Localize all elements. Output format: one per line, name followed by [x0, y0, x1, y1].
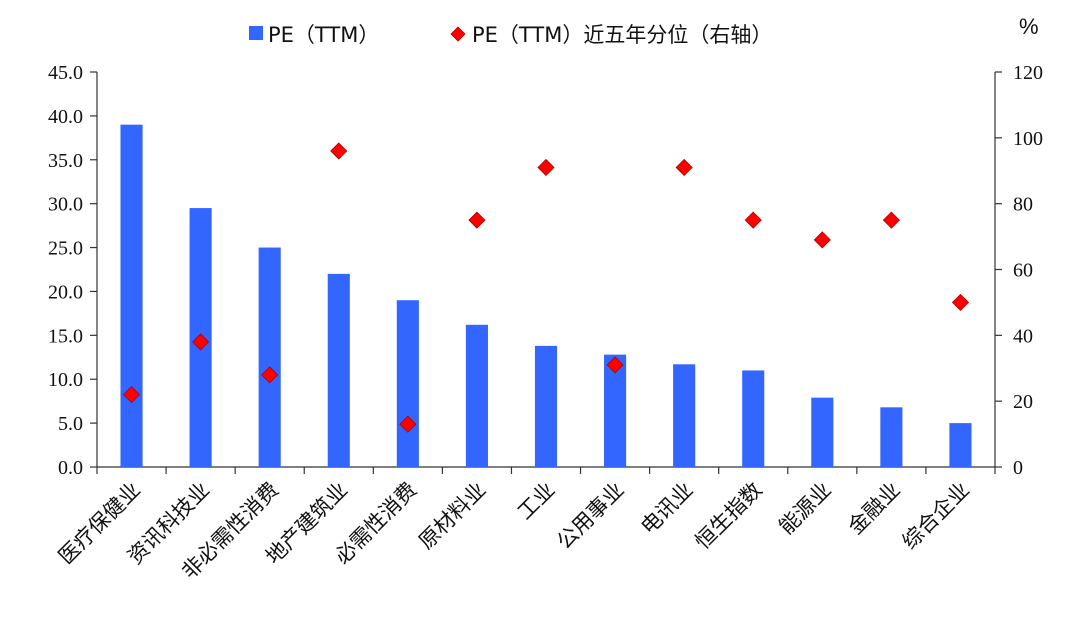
percentile-marker	[399, 415, 417, 433]
left-axis-tick-label: 45.0	[48, 62, 83, 84]
percentile-marker	[813, 231, 831, 249]
left-axis-tick-label: 25.0	[48, 238, 83, 260]
legend-diamond-label: PE（TTM）近五年分位（右轴）	[472, 23, 772, 47]
category-label: 能源业	[774, 478, 836, 540]
percentile-marker	[675, 158, 693, 177]
category-label: 综合企业	[898, 478, 974, 554]
percentile-series	[122, 142, 970, 433]
bar	[742, 370, 765, 467]
percentile-marker	[537, 158, 555, 177]
left-axis-tick-label: 10.0	[48, 369, 83, 391]
left-axis-tick-label: 5.0	[58, 413, 83, 435]
bar	[258, 247, 281, 467]
left-axis-tick-label: 40.0	[48, 106, 83, 128]
category-label: 恒生指数	[690, 478, 766, 554]
bar	[604, 354, 627, 467]
legend: PE（TTM） PE（TTM）近五年分位（右轴）	[249, 23, 772, 47]
bar	[120, 124, 143, 468]
right-axis-unit: %	[1019, 14, 1039, 39]
bar	[534, 345, 558, 467]
percentile-marker	[882, 211, 900, 229]
bar	[811, 397, 834, 467]
legend-bar-swatch	[249, 26, 263, 40]
category-label: 原材料业	[414, 478, 490, 554]
right-axis-tick-label: 60	[1013, 260, 1033, 282]
bar	[880, 407, 903, 467]
right-axis-tick-label: 40	[1013, 325, 1033, 347]
right-axis-tick-label: 100	[1013, 128, 1043, 150]
axes: 0.0 5.0 10.0 15.0 20.0 25.0 30.0 35.0 40.0 45.0 0 2…	[48, 62, 1043, 479]
legend-diamond-marker	[450, 26, 466, 42]
left-axis-tick-label: 0.0	[58, 457, 83, 479]
percentile-marker	[330, 142, 348, 160]
category-label: 公用事业	[552, 478, 628, 554]
bar	[327, 273, 350, 467]
right-axis-tick-label: 120	[1013, 62, 1043, 84]
percentile-marker	[744, 211, 762, 229]
bar	[465, 324, 488, 467]
right-axis-tick-label: 20	[1013, 391, 1033, 413]
left-axis-tick-label: 15.0	[48, 325, 83, 347]
bar-series	[120, 124, 972, 468]
left-axis-tick-label: 20.0	[48, 281, 83, 303]
legend-bar-label: PE（TTM）	[268, 23, 379, 47]
left-axis-tick-label: 30.0	[48, 194, 83, 216]
bar	[673, 364, 696, 467]
percentile-marker	[951, 293, 970, 311]
bar	[396, 300, 419, 467]
percentile-marker	[122, 386, 141, 404]
percentile-marker	[468, 211, 486, 229]
right-axis-tick-label: 80	[1013, 194, 1033, 216]
category-label: 金融业	[843, 478, 905, 540]
left-axis-tick-label: 35.0	[48, 150, 83, 172]
bar	[949, 423, 972, 467]
percentile-marker	[261, 366, 279, 384]
right-axis-tick-label: 0	[1013, 457, 1023, 479]
percentile-marker	[606, 356, 624, 374]
percentile-marker	[192, 333, 210, 351]
category-label: 工业	[513, 478, 560, 525]
category-label: 电讯业	[636, 478, 698, 540]
